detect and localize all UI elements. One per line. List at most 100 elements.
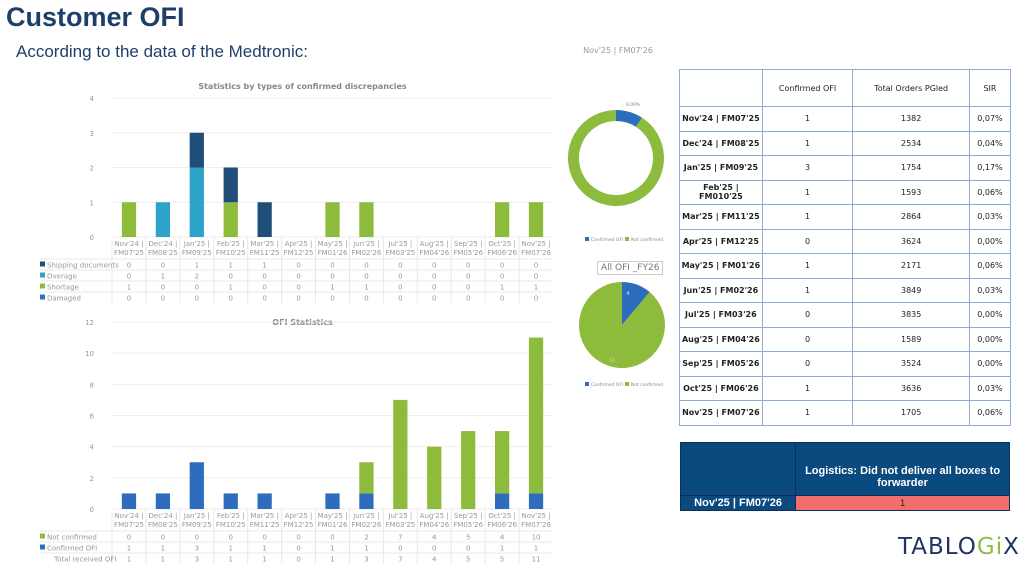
x-tick-label: FM10'25 — [216, 249, 246, 257]
table-value: 0 — [398, 273, 402, 281]
page-title: Customer OFI — [6, 2, 185, 32]
legend-label: Confirmed OFI — [591, 237, 623, 243]
x-tick-label: Nov'24 | — [114, 240, 143, 248]
legend-swatch — [40, 544, 45, 550]
x-tick-label: Dec'24 | — [148, 512, 177, 520]
table-value: 3 — [195, 556, 199, 564]
sir-header-confirmed: Confirmed OFI — [761, 69, 854, 107]
table-value: 0 — [127, 295, 131, 303]
table-value: 0 — [161, 262, 165, 270]
x-tick-label: Nov'25 | — [521, 512, 550, 520]
sir-value-cell: 0,03% — [968, 204, 1012, 230]
sir-orders-cell: 3524 — [852, 351, 970, 377]
sir-period-cell: Aug'25 | FM04'26 — [679, 326, 763, 352]
table-value: 4 — [500, 534, 505, 542]
x-tick-label: Aug'25 | — [420, 512, 449, 520]
legend-label: Confirmed OFI — [591, 382, 623, 388]
table-value: 0 — [262, 534, 266, 542]
logistics-period: Nov'25 | FM07'26 — [679, 495, 797, 511]
table-value: 0 — [296, 262, 300, 270]
x-tick-label: FM11'25 — [250, 249, 280, 257]
x-tick-label: FM05'26 — [453, 521, 483, 529]
sir-value-cell: 0,07% — [968, 106, 1012, 132]
table-value: 1 — [228, 262, 232, 270]
x-tick-label: Dec'24 | — [148, 240, 177, 248]
table-value: 0 — [398, 545, 402, 553]
table-value: 0 — [432, 295, 436, 303]
table-value: 1 — [500, 284, 504, 292]
logistics-value: 1 — [795, 495, 1010, 511]
table-value: 0 — [500, 295, 504, 303]
legend-label: Shipping documents — [47, 262, 119, 270]
x-tick-label: FM03'25 — [385, 521, 415, 529]
table-value: 0 — [127, 262, 131, 270]
y-tick-label: 1 — [90, 199, 94, 207]
table-value: 1 — [161, 273, 165, 281]
bar-not-confirmed — [528, 337, 544, 494]
x-tick-label: Nov'24 | — [114, 512, 143, 520]
legend-label: Shortage — [47, 284, 79, 292]
table-value: 0 — [296, 534, 300, 542]
data-label: 4 — [626, 291, 629, 297]
table-value: 0 — [195, 284, 199, 292]
sir-orders-cell: 1382 — [852, 106, 970, 132]
x-tick-label: Aug'25 | — [420, 240, 449, 248]
sir-value-cell: 0,03% — [968, 375, 1012, 401]
x-tick-label: Nov'25 | — [521, 240, 550, 248]
table-value: 1 — [127, 545, 131, 553]
bar-shortage — [494, 202, 510, 237]
bar-not-confirmed — [393, 399, 408, 509]
logistics-header-blank — [679, 442, 797, 496]
sir-period-cell: Dec'24 | FM08'25 — [679, 130, 763, 156]
table-value: 1 — [127, 284, 131, 292]
sir-confirmed-cell: 0 — [761, 228, 854, 254]
bar-shipping-documents — [189, 132, 204, 168]
bar-shortage — [359, 202, 374, 237]
sir-value-cell: 0,00% — [968, 351, 1012, 377]
table-value: 1 — [534, 284, 538, 292]
sir-period-cell: May'25 | FM01'26 — [679, 253, 763, 279]
x-tick-label: FM05'26 — [453, 249, 483, 257]
table-value: 1 — [500, 545, 504, 553]
sir-table-header-row: Confirmed OFI Total Orders PGled SIR — [679, 69, 1012, 107]
bar-confirmed-ofi — [359, 493, 374, 509]
sir-confirmed-cell: 0 — [761, 326, 854, 352]
sir-period-cell: Jun'25 | FM02'26 — [679, 277, 763, 303]
legend-swatch — [40, 283, 45, 289]
x-tick-label: Jul'25 | — [387, 240, 412, 248]
table-value: 0 — [466, 273, 470, 281]
table-value: 0 — [161, 284, 165, 292]
x-tick-label: FM12'25 — [284, 249, 314, 257]
x-tick-label: FM08'25 — [148, 521, 178, 529]
table-value: 0 — [262, 273, 266, 281]
x-tick-label: Feb'25 | — [217, 512, 245, 520]
legend-label: Overage — [47, 273, 77, 281]
sir-orders-cell: 1589 — [852, 326, 970, 352]
pie-chart-title: All OFI _FY26 — [597, 261, 664, 275]
x-tick-label: Apr'25 | — [285, 512, 313, 520]
sir-confirmed-cell: 1 — [761, 277, 854, 303]
x-tick-label: FM07'26 — [521, 249, 551, 257]
legend-swatch — [585, 382, 589, 386]
sir-confirmed-cell: 0 — [761, 302, 854, 328]
table-value: 0 — [262, 284, 266, 292]
legend-label: Not confirmed — [631, 237, 663, 243]
table-value: 0 — [262, 295, 266, 303]
table-value: 0 — [296, 295, 300, 303]
x-tick-label: FM07'26 — [521, 521, 551, 529]
bar-not-confirmed — [461, 431, 476, 509]
legend-label: Confirmed OFI — [47, 545, 97, 553]
sir-value-cell: 0,00% — [968, 302, 1012, 328]
legend-swatch — [40, 272, 45, 278]
table-value: 0 — [296, 284, 300, 292]
table-value: 0 — [195, 295, 199, 303]
chart-title: Nov'25 | FM07'26 — [583, 46, 653, 55]
bar-not-confirmed — [427, 446, 442, 509]
legend-swatch — [40, 533, 45, 539]
table-value: 1 — [127, 556, 131, 564]
table-value: 0 — [534, 295, 538, 303]
bar-confirmed-ofi — [325, 493, 340, 509]
x-tick-label: FM10'25 — [216, 521, 246, 529]
bar-not-confirmed — [494, 431, 510, 494]
bar-overage — [155, 202, 171, 237]
